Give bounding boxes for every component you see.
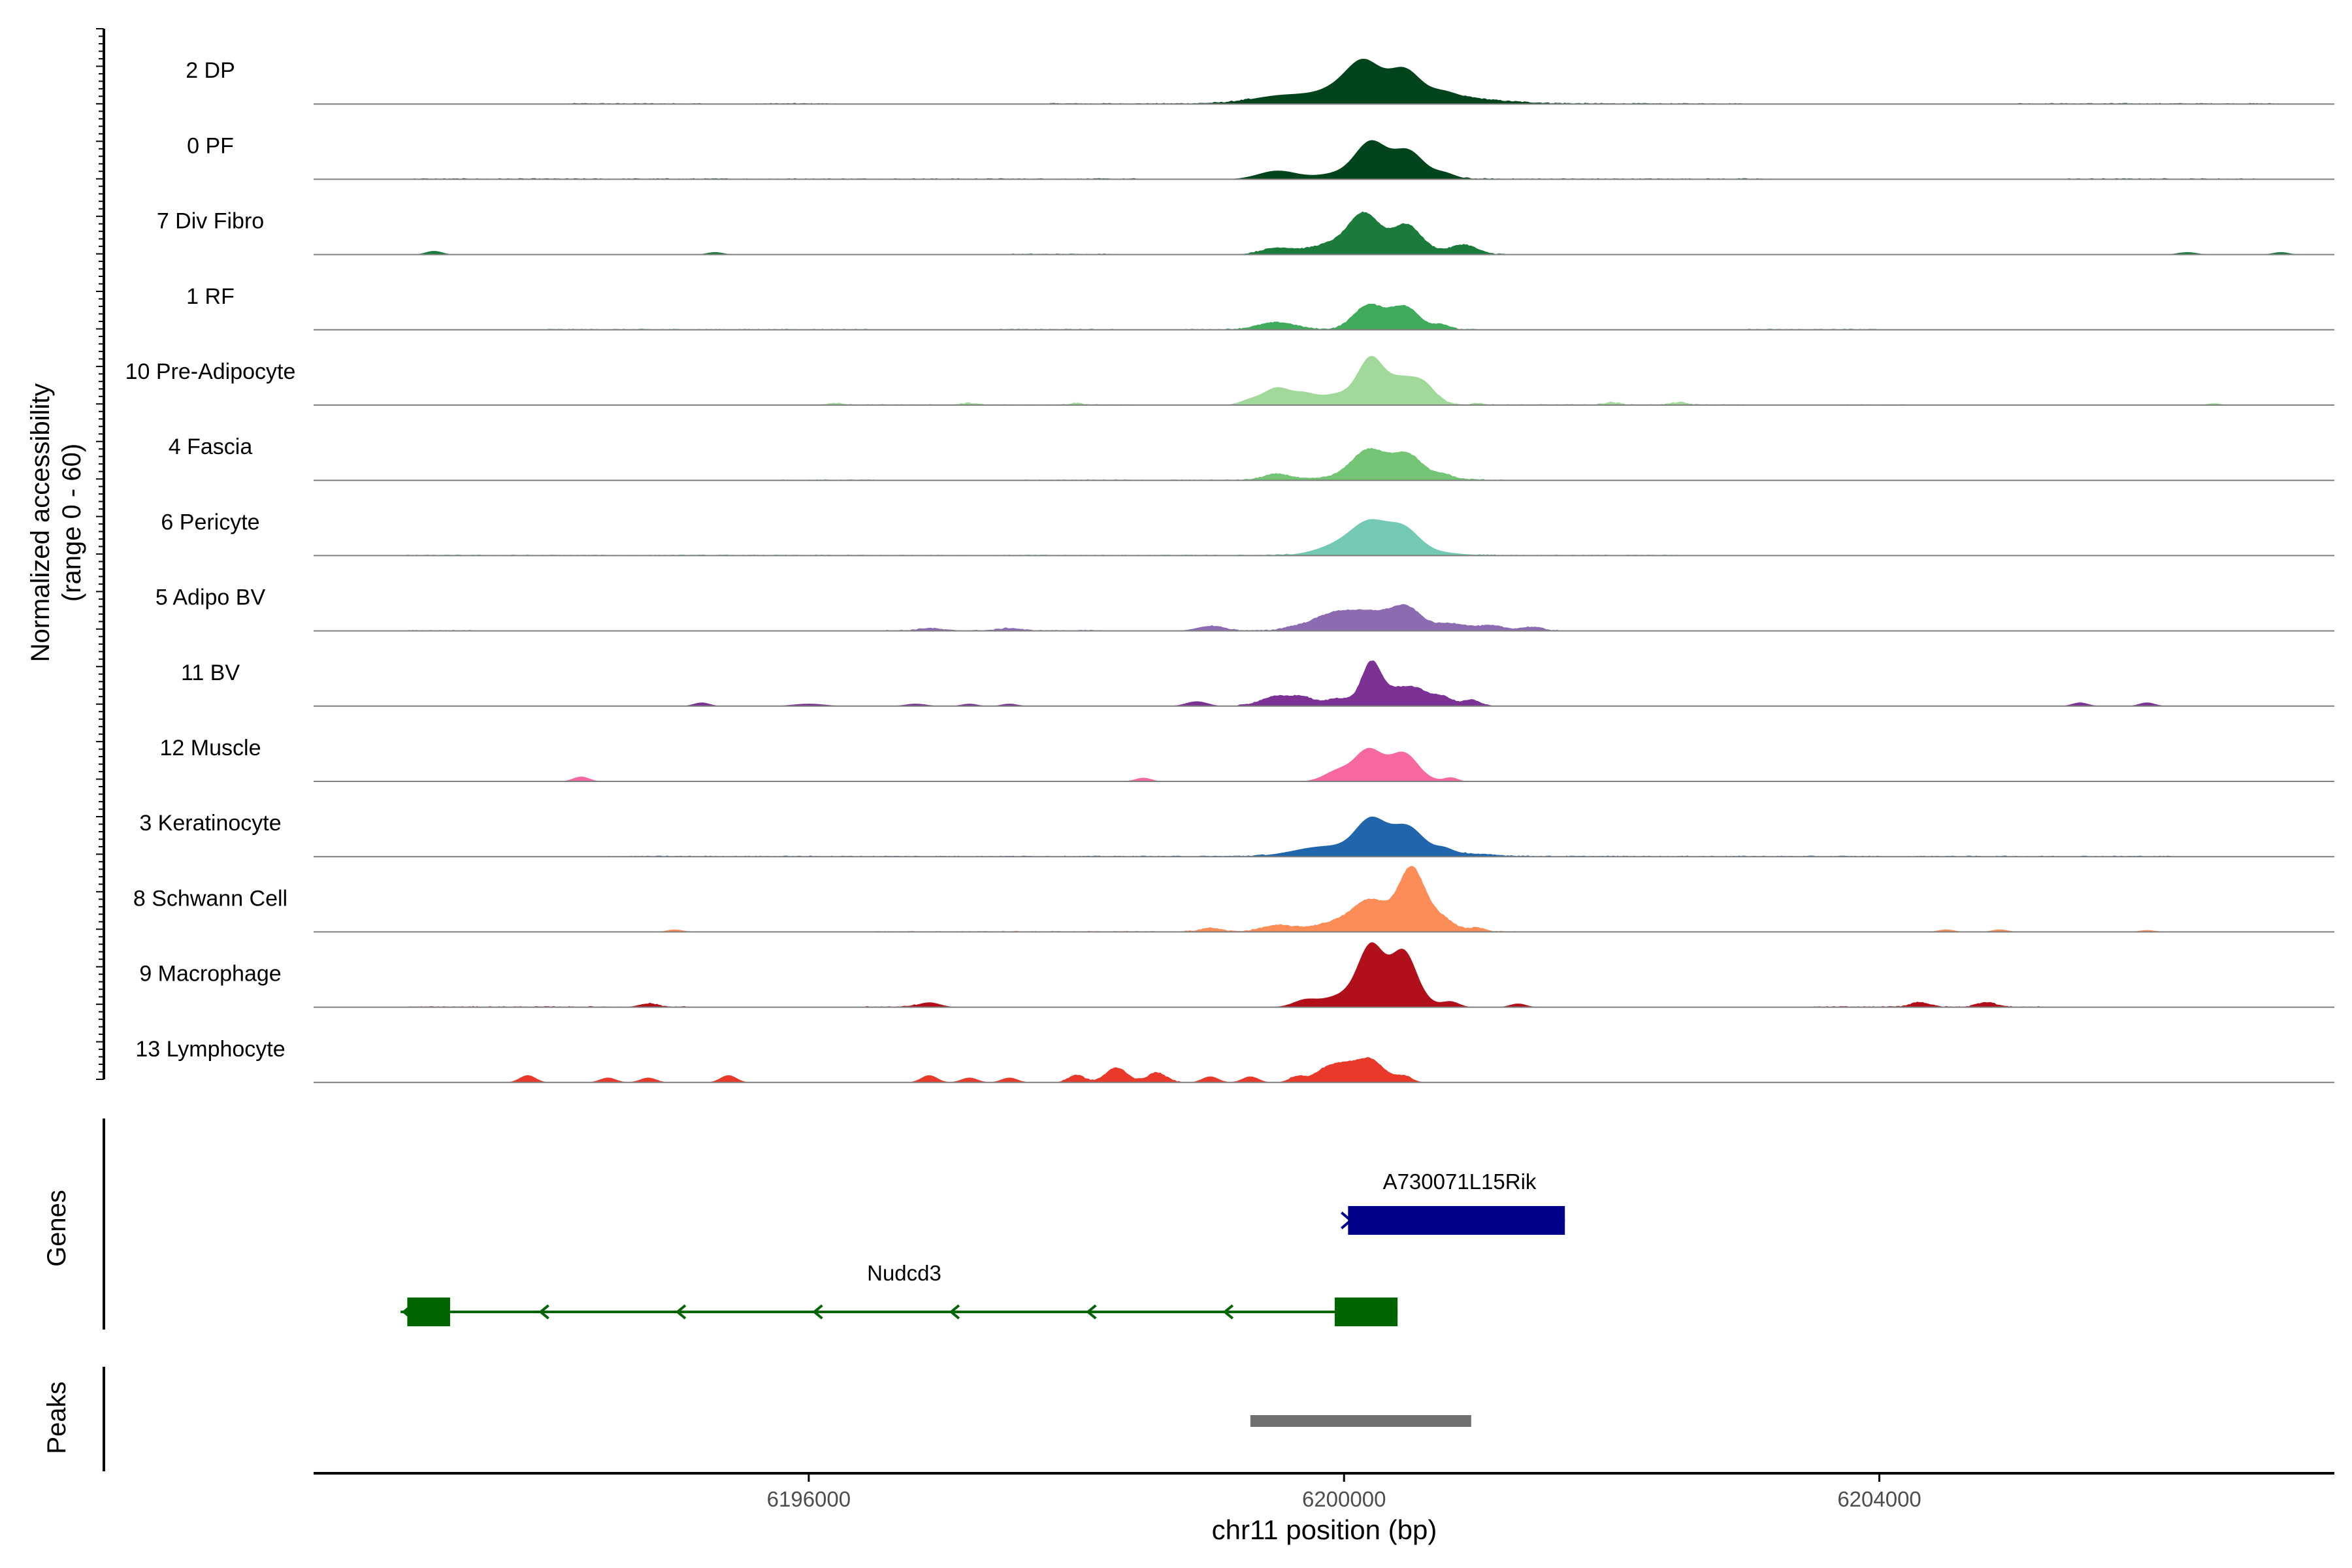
track-label: 11 BV <box>181 661 240 685</box>
exon <box>407 1298 450 1326</box>
strand-arrow <box>1222 1304 1234 1320</box>
coverage-area <box>314 303 2334 330</box>
coverage-track: 9 Macrophage <box>139 942 2334 1008</box>
gene-track: A730071L15Rik Nudcd3 <box>400 1169 1565 1326</box>
peak-region <box>1250 1415 1471 1427</box>
coverage-area <box>314 519 2334 556</box>
x-tick-label: 6204000 <box>1837 1487 1921 1511</box>
strand-arrow <box>538 1304 549 1320</box>
coverage-track: 5 Adipo BV <box>155 585 2334 632</box>
coverage-area <box>314 355 2334 405</box>
genes-axis-label: Genes <box>42 1190 71 1267</box>
gene-model: A730071L15Rik <box>1341 1169 1565 1235</box>
track-label: 4 Fascia <box>169 434 253 459</box>
track-label: 8 Schwann Cell <box>133 886 287 911</box>
gene-model: Nudcd3 <box>400 1261 1398 1326</box>
coverage-track: 13 Lymphocyte <box>135 1037 2334 1083</box>
coverage-area <box>314 604 2334 631</box>
coverage-area <box>314 866 2334 932</box>
track-label: 5 Adipo BV <box>155 585 266 610</box>
coverage-area <box>314 448 2334 481</box>
x-axis: 6196000 6200000 6204000 <box>767 1473 1921 1511</box>
coverage-area <box>314 942 2334 1007</box>
x-axis-title: chr11 position (bp) <box>1212 1514 1437 1545</box>
coverage-area <box>314 140 2334 180</box>
strand-arrow <box>812 1304 823 1320</box>
coverage-track: 11 BV <box>181 660 2334 707</box>
coverage-y-label-line1: Normalized accessibility <box>26 384 55 662</box>
strand-arrow <box>949 1304 960 1320</box>
track-label: 12 Muscle <box>160 736 261 760</box>
track-label: 9 Macrophage <box>139 962 281 987</box>
x-tick-label: 6200000 <box>1302 1487 1386 1511</box>
coverage-area <box>314 816 2334 857</box>
track-label: 1 RF <box>186 284 235 309</box>
peak-track <box>1250 1415 1471 1427</box>
gene-name: Nudcd3 <box>867 1261 941 1285</box>
coverage-track: 8 Schwann Cell <box>133 866 2334 933</box>
track-label: 7 Div Fibro <box>157 209 264 234</box>
coverage-track: 7 Div Fibro <box>157 209 2334 255</box>
coverage-y-label-line2: (range 0 - 60) <box>57 444 86 602</box>
coverage-area <box>314 59 2334 105</box>
exon <box>1348 1206 1565 1235</box>
peaks-axis-label: Peaks <box>42 1381 71 1454</box>
coverage-track: 10 Pre-Adipocyte <box>125 355 2334 406</box>
track-label: 6 Pericyte <box>161 510 259 534</box>
track-label: 13 Lymphocyte <box>135 1037 285 1062</box>
coverage-track: 2 DP <box>186 58 2334 105</box>
exon <box>1334 1298 1398 1326</box>
coverage-y-axis-ticks <box>96 28 104 1080</box>
coverage-area <box>314 1056 2334 1083</box>
coverage-track: 3 Keratinocyte <box>139 811 2334 858</box>
track-label: 2 DP <box>186 58 235 83</box>
coverage-track: 1 RF <box>186 284 2334 331</box>
coverage-y-axis-label: Normalized accessibility (range 0 - 60) <box>26 384 86 662</box>
gene-name: A730071L15Rik <box>1383 1169 1537 1194</box>
track-label: 3 Keratinocyte <box>139 811 281 836</box>
coverage-area <box>314 660 2334 706</box>
track-label: 10 Pre-Adipocyte <box>125 359 296 384</box>
coverage-track: 6 Pericyte <box>161 510 2334 557</box>
coverage-track: 12 Muscle <box>160 736 2334 782</box>
coverage-track: 0 PF <box>187 133 2334 180</box>
x-tick-label: 6196000 <box>767 1487 851 1511</box>
coverage-area <box>314 747 2334 781</box>
coverage-tracks: 2 DP 0 PF 7 Div Fibro 1 RF 10 Pre-Adipocyte 4… <box>125 58 2334 1083</box>
coverage-track: 4 Fascia <box>169 434 2334 482</box>
coverage-area <box>314 211 2334 255</box>
strand-arrow <box>675 1304 687 1320</box>
track-label: 0 PF <box>187 133 234 158</box>
strand-arrow <box>1086 1304 1097 1320</box>
